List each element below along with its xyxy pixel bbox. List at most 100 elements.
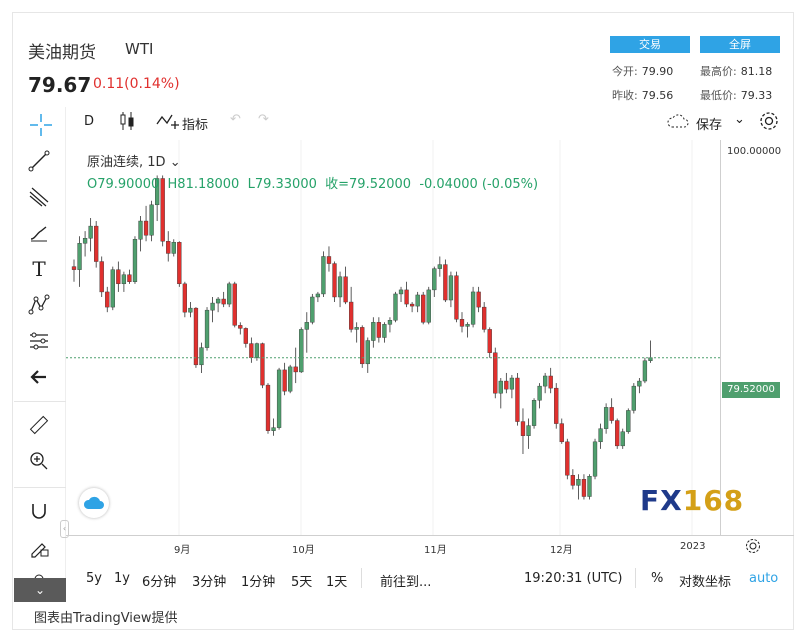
candle-body <box>398 289 404 295</box>
percent-toggle[interactable]: % <box>651 571 664 586</box>
candle-body <box>221 298 226 305</box>
pattern-icon[interactable] <box>24 291 54 319</box>
brush-icon[interactable] <box>24 219 54 247</box>
current-price: 79.67 <box>28 73 92 97</box>
candle-body <box>504 380 509 390</box>
candle-body <box>121 274 127 285</box>
save-button[interactable]: 保存 <box>696 118 723 133</box>
undo-icon[interactable]: ↶ <box>230 112 241 127</box>
candle-body <box>382 324 387 338</box>
candle-body <box>515 377 520 422</box>
lock-drawing-icon[interactable] <box>24 533 54 561</box>
candle-body <box>548 375 553 389</box>
range-1min[interactable]: 1分钟 <box>241 575 276 590</box>
range-6min[interactable]: 6分钟 <box>142 575 177 590</box>
candle-body <box>587 476 592 497</box>
range-5y[interactable]: 5y <box>86 571 102 586</box>
magnet-icon[interactable] <box>24 497 54 525</box>
cloud-save-icon[interactable] <box>666 112 690 134</box>
candle-body <box>609 407 614 421</box>
credit-text[interactable]: 图表由TradingView提供 <box>34 611 178 626</box>
candle-body <box>326 256 332 264</box>
price-change: 0.11(0.14%) <box>93 76 180 92</box>
range-3min[interactable]: 3分钟 <box>192 575 227 590</box>
candle-body <box>94 225 99 262</box>
candle-body <box>365 340 370 365</box>
collapse-toolbar-button[interactable]: ⌄ <box>14 578 66 602</box>
candlestick-chart[interactable] <box>66 140 720 535</box>
fullscreen-button[interactable]: 全屏 <box>700 36 780 53</box>
tradingview-cloud-icon[interactable] <box>79 488 109 518</box>
drawing-toolbar: T <box>14 107 66 602</box>
log-scale-toggle[interactable]: 对数坐标 <box>679 575 732 590</box>
text-tool-icon[interactable]: T <box>32 257 46 281</box>
redo-icon[interactable]: ↷ <box>258 112 269 127</box>
candle-body <box>88 225 93 239</box>
chevron-down-icon[interactable]: ⌄ <box>734 112 745 127</box>
axis-settings-gear-icon[interactable] <box>744 537 762 559</box>
candle-body <box>293 366 298 373</box>
interval-selector[interactable]: D <box>84 114 95 129</box>
candle-body <box>531 400 537 426</box>
candle-body <box>509 377 515 390</box>
candle-body <box>615 420 620 447</box>
candle-body <box>387 320 393 325</box>
range-1day[interactable]: 1天 <box>326 575 348 590</box>
candle-body <box>171 242 176 254</box>
settings-gear-icon[interactable] <box>758 110 780 136</box>
time-axis-label: 12月 <box>550 545 573 556</box>
range-5day[interactable]: 5天 <box>291 575 313 590</box>
prediction-icon[interactable] <box>24 327 54 355</box>
candle-body <box>166 241 171 254</box>
candle-body <box>415 294 420 307</box>
candle-type-icon[interactable] <box>118 111 136 135</box>
candle-body <box>149 204 154 236</box>
range-1y[interactable]: 1y <box>114 571 130 586</box>
chart-legend-title[interactable]: 原油连续, 1D ⌄ <box>87 155 181 170</box>
time-axis[interactable] <box>66 535 794 557</box>
candle-body <box>620 431 625 447</box>
candle-body <box>276 369 282 428</box>
candle-body <box>354 327 359 330</box>
candle-body <box>421 294 426 323</box>
candle-body <box>426 289 431 323</box>
price-axis[interactable] <box>720 140 794 535</box>
candle-body <box>520 421 526 436</box>
candle-body <box>232 283 237 326</box>
sidebar-toggle-icon[interactable]: ‹ <box>60 520 69 538</box>
candle-body <box>332 263 337 298</box>
candle-body <box>631 385 636 411</box>
back-arrow-icon[interactable] <box>24 363 54 391</box>
zoom-in-icon[interactable] <box>24 447 54 475</box>
ruler-icon[interactable] <box>24 411 54 439</box>
candle-body <box>265 384 271 431</box>
candle-body <box>360 327 365 365</box>
indicators-icon[interactable] <box>156 112 180 134</box>
chart-legend-ohlc: O79.90000 H81.18000 L79.33000 收=79.52000… <box>87 177 539 192</box>
candle-body <box>465 324 470 327</box>
clock-time[interactable]: 19:20:31 (UTC) <box>524 571 623 586</box>
indicators-button[interactable]: 指标 <box>182 118 209 133</box>
candle-body <box>105 291 110 308</box>
candle-body <box>470 291 476 325</box>
fib-retracement-icon[interactable] <box>24 183 54 211</box>
stat-high: 最高价: 81.18 <box>700 65 773 78</box>
trade-button[interactable]: 交易 <box>610 36 690 53</box>
candle-body <box>188 307 193 313</box>
candle-body <box>487 329 492 353</box>
candle-body <box>204 309 210 348</box>
crosshair-icon[interactable] <box>28 112 54 142</box>
last-price-tag: 79.52000 <box>722 382 780 398</box>
candle-body <box>227 283 232 305</box>
trend-line-icon[interactable] <box>24 147 54 175</box>
candle-body <box>116 269 121 285</box>
candle-body <box>210 302 215 311</box>
goto-date-button[interactable]: 前往到... <box>380 575 432 590</box>
candle-body <box>554 387 559 424</box>
candle-body <box>238 325 243 329</box>
candle-body <box>193 307 199 366</box>
bottom-divider <box>361 568 362 588</box>
stat-prev-close: 昨收: 79.56 <box>612 89 674 102</box>
time-axis-label: 11月 <box>424 545 447 556</box>
auto-scale-toggle[interactable]: auto <box>749 571 779 586</box>
